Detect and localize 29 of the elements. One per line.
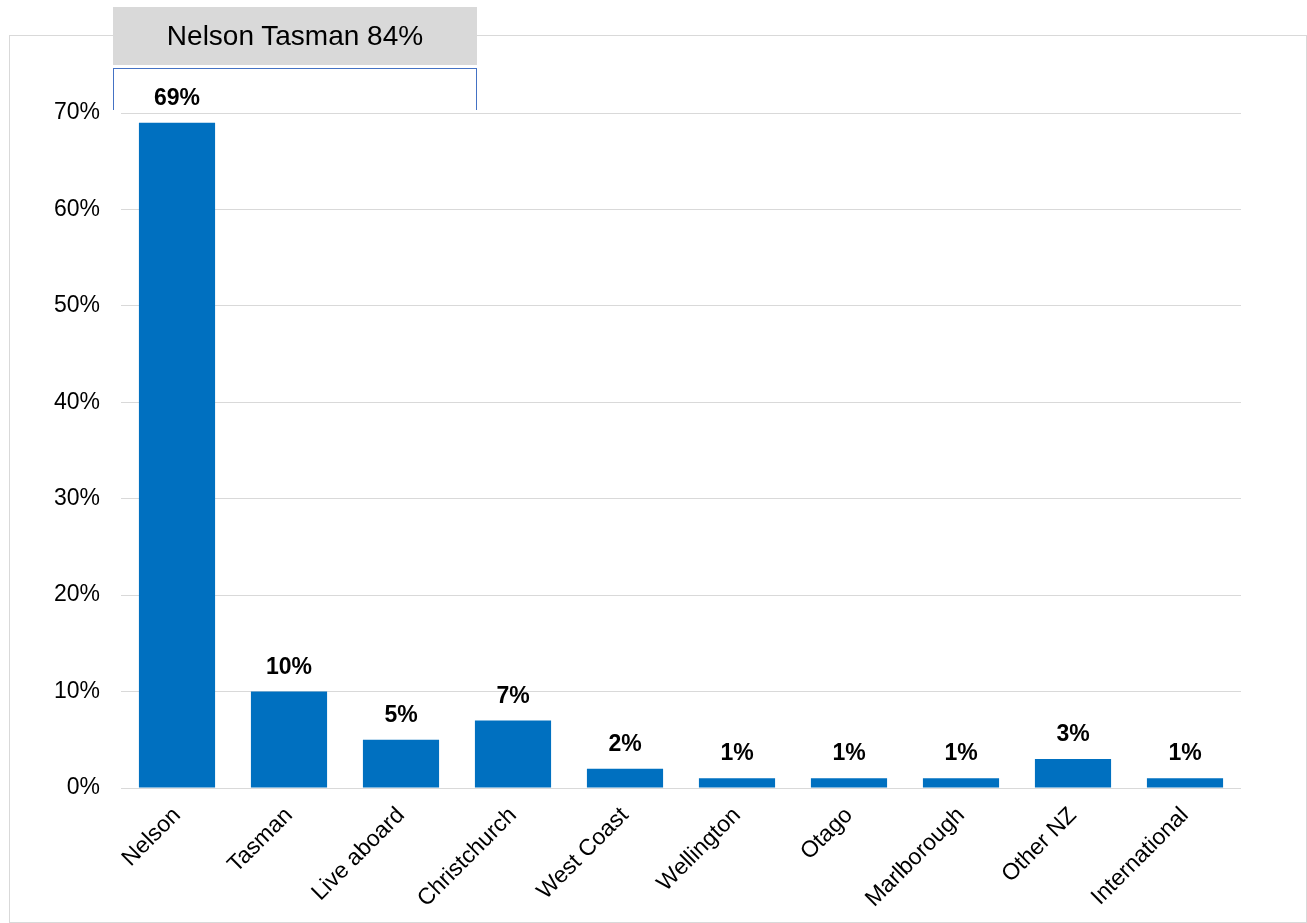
bar <box>250 691 328 788</box>
y-tick-label: 70% <box>53 98 100 125</box>
data-label: 5% <box>384 700 418 727</box>
bar <box>1146 778 1224 788</box>
data-label: 1% <box>944 739 978 766</box>
y-tick-label: 20% <box>53 580 100 607</box>
y-tick-label: 10% <box>53 676 100 703</box>
bar <box>586 768 664 788</box>
data-label: 2% <box>608 729 642 756</box>
bar <box>922 778 1000 788</box>
y-tick-label: 60% <box>53 194 100 221</box>
y-tick-label: 50% <box>53 291 100 318</box>
data-label: 1% <box>832 739 866 766</box>
bar <box>474 720 552 788</box>
data-label: 10% <box>265 652 313 679</box>
data-label: 69% <box>153 83 201 110</box>
data-label: 1% <box>720 739 754 766</box>
data-label: 3% <box>1056 720 1090 747</box>
bar <box>138 122 216 788</box>
y-tick-label: 40% <box>53 387 100 414</box>
data-label: 7% <box>496 681 530 708</box>
bar <box>362 739 440 788</box>
y-tick-label: 0% <box>66 773 100 800</box>
text: Nelson Tasman 84% <box>113 7 477 65</box>
bar <box>810 778 888 788</box>
bar <box>1034 759 1112 788</box>
bar <box>698 778 776 788</box>
data-label: 1% <box>1168 739 1202 766</box>
y-tick-label: 30% <box>53 484 100 511</box>
